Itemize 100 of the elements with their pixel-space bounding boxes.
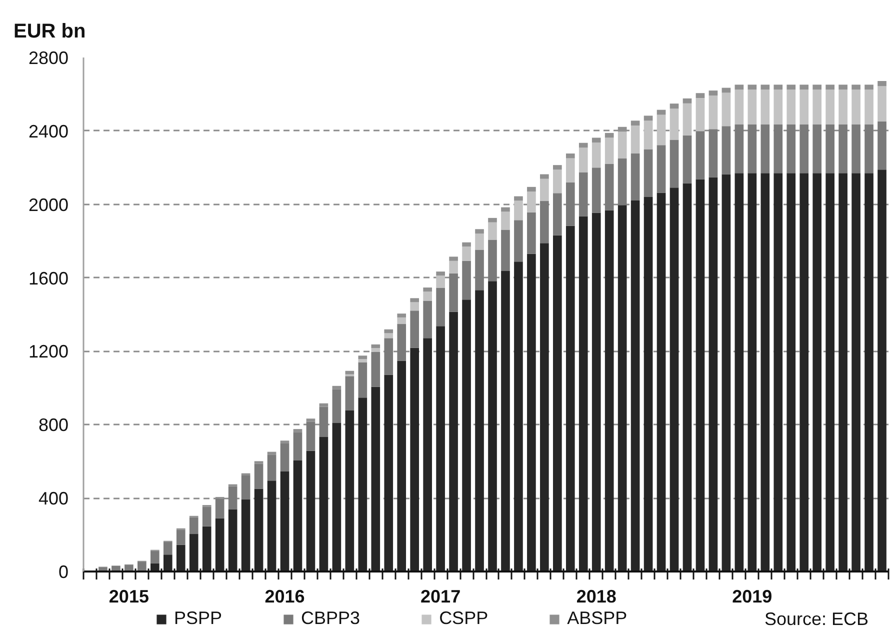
bar [812,84,822,90]
bar [202,526,212,572]
bar [670,104,679,109]
bar [514,200,523,220]
bar [592,142,601,168]
bar [670,188,679,572]
bar [592,212,601,572]
bar [708,129,718,178]
x-tick-label: 2019 [732,586,772,606]
bar [800,124,809,174]
bar [540,174,549,179]
bar [475,229,484,234]
bar [176,530,186,545]
bar [138,562,146,572]
bar [644,149,653,198]
bar [812,124,822,174]
bar [241,475,250,500]
bar [423,338,432,572]
bar [604,138,614,164]
bar [345,410,354,572]
bar [760,84,770,90]
bar [682,183,692,572]
bar [578,172,588,216]
bar [604,164,614,210]
bar [644,120,653,150]
bar [774,84,783,90]
y-tick-label: 2000 [28,194,69,215]
bar [397,317,406,324]
bar [708,90,718,96]
bar [163,554,172,572]
bar [838,90,848,125]
bar [449,273,458,312]
bar [708,96,718,130]
bar [267,480,276,572]
bar [618,132,627,158]
bar [774,124,783,174]
y-tick-label: 1600 [28,268,69,288]
bar [501,270,510,572]
bar [760,124,770,174]
bar [656,114,666,146]
bar [332,389,342,423]
bar [410,302,420,311]
bar [501,230,510,271]
bar [760,173,770,572]
bar [838,84,848,90]
bar [176,544,186,572]
bar [800,173,809,572]
bar [488,218,497,222]
bar [215,518,224,572]
bar [514,196,523,201]
bar [293,460,302,572]
y-tick-label: 400 [38,488,69,509]
bar [332,386,342,390]
bar [578,142,588,148]
bar [566,182,575,226]
bar [462,246,471,261]
bar [358,356,368,360]
bar [462,300,471,572]
bar [552,165,562,170]
bar [722,174,731,572]
bar [280,440,290,444]
bar [656,110,666,115]
bar [826,90,834,125]
legend-label: CBPP3 [301,608,360,629]
bar [734,124,744,174]
bar [397,324,406,361]
bar [604,132,614,138]
bar [436,272,445,276]
x-tick-label: 2018 [576,586,616,606]
bar [670,108,679,140]
bar [345,376,354,411]
bar [878,121,886,170]
bar [319,406,328,437]
y-axis-title: EUR bn [14,20,86,42]
bar [696,179,705,572]
x-tick-label: 2016 [264,586,305,606]
bar [748,84,757,90]
bar [410,310,420,348]
bar [358,359,368,362]
bar [540,178,549,202]
bar [618,158,627,206]
bar [786,124,796,174]
bar [423,288,432,292]
bar [566,158,575,183]
bar [254,488,264,572]
bar [618,205,627,572]
bar [852,84,860,90]
bar [656,192,666,572]
bar [578,148,588,172]
bar [722,92,731,126]
bar [630,154,640,200]
bar [748,90,757,125]
bar [488,222,497,240]
bar [786,84,796,90]
bar [826,124,834,174]
bar [864,173,874,572]
legend-label: ABSPP [567,608,628,629]
bar [696,93,705,98]
bar [436,326,445,572]
bar [878,80,886,86]
